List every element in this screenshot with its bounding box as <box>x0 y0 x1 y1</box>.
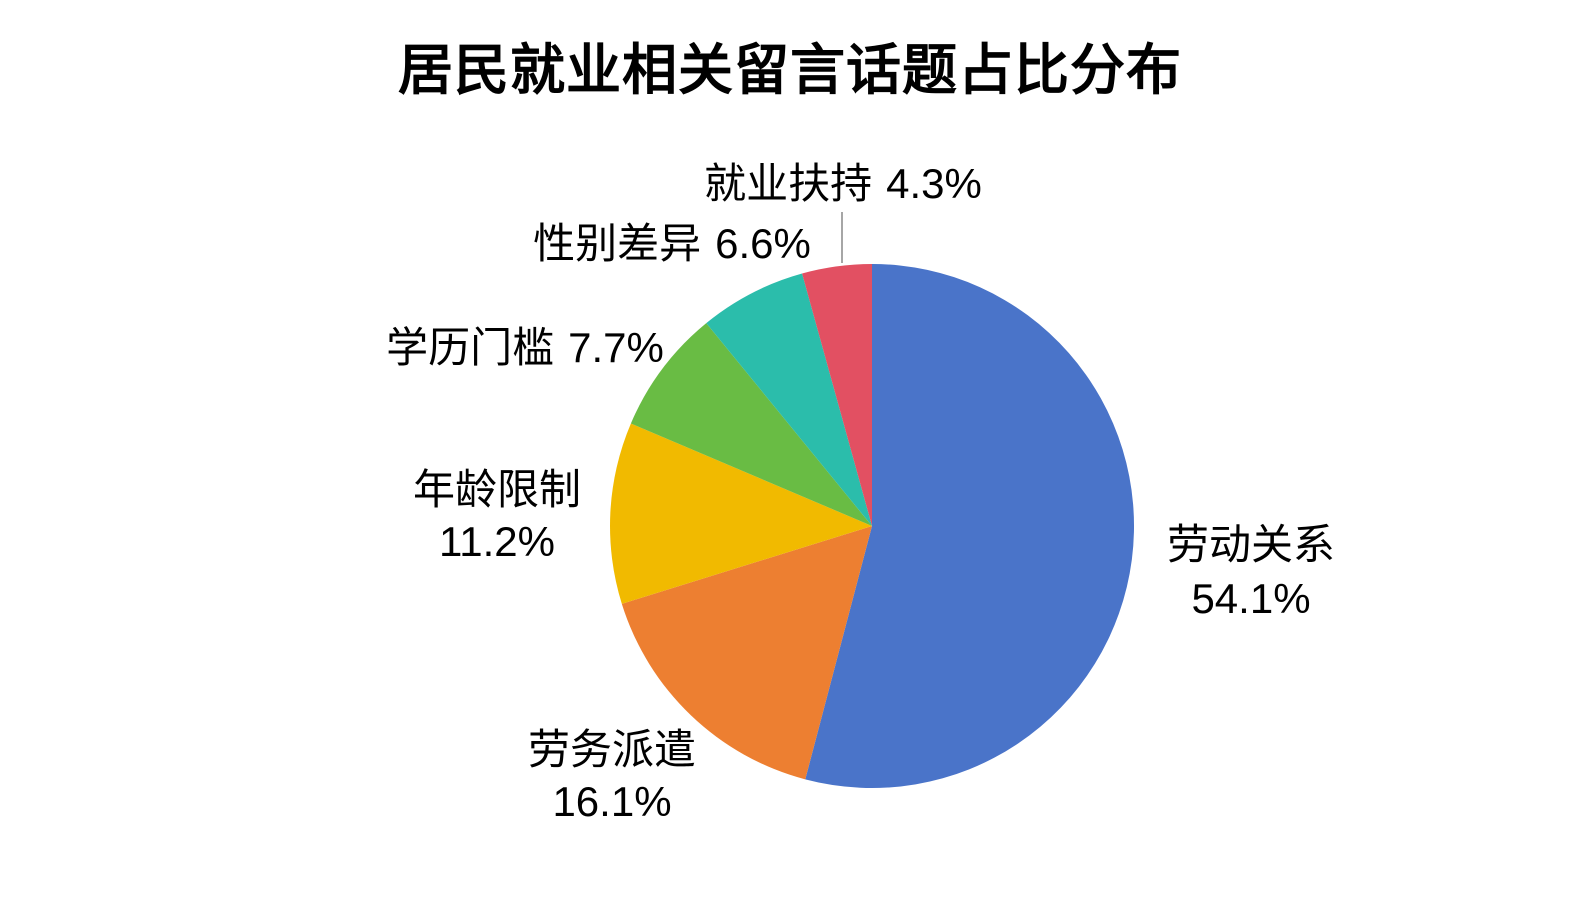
leader-line-jiuyefuchi <box>841 212 843 263</box>
slice-label-laodongguanxi-name: 劳动关系 <box>1166 521 1336 568</box>
slice-label-xuelimenkan-pct: 7.7% <box>568 324 664 371</box>
pie-slice-性别差异 <box>706 273 872 526</box>
slice-label-xingbiechayi-name: 性别差异 <box>533 220 702 267</box>
pie-slice-劳动关系 <box>805 264 1135 788</box>
slice-label-laowupaiqian-pct: 16.1% <box>552 778 672 825</box>
slice-label-jiuyefuchi-name: 就业扶持 <box>704 160 873 207</box>
slice-label-laowupaiqian: 劳务派遣 16.1% <box>528 724 696 828</box>
slice-label-laodongguanxi: 劳动关系 54.1% <box>1167 518 1335 626</box>
pie-slice-学历门槛 <box>630 323 872 526</box>
slice-label-xuelimenkan: 学历门槛 7.7% <box>386 322 664 374</box>
slice-label-xingbiechayi-pct: 6.6% <box>715 220 811 267</box>
pie-slice-年龄限制 <box>610 423 872 604</box>
slice-label-laodongguanxi-pct: 54.1% <box>1191 575 1311 622</box>
slice-label-nianlingxianzhi-name: 年龄限制 <box>412 466 582 513</box>
slice-label-nianlingxianzhi-pct: 11.2% <box>439 518 555 565</box>
chart-title: 居民就业相关留言话题占比分布 <box>397 39 1183 101</box>
pie-slice-就业扶持 <box>802 264 872 526</box>
slice-label-xuelimenkan-name: 学历门槛 <box>386 324 555 371</box>
slice-label-jiuyefuchi: 就业扶持 4.3% <box>704 158 982 210</box>
slice-label-laowupaiqian-name: 劳务派遣 <box>527 726 697 773</box>
slice-label-jiuyefuchi-pct: 4.3% <box>886 160 982 207</box>
slice-label-nianlingxianzhi: 年龄限制 11.2% <box>413 464 581 568</box>
slice-label-xingbiechayi: 性别差异 6.6% <box>533 218 811 270</box>
pie-slice-劳务派遣 <box>621 526 872 780</box>
